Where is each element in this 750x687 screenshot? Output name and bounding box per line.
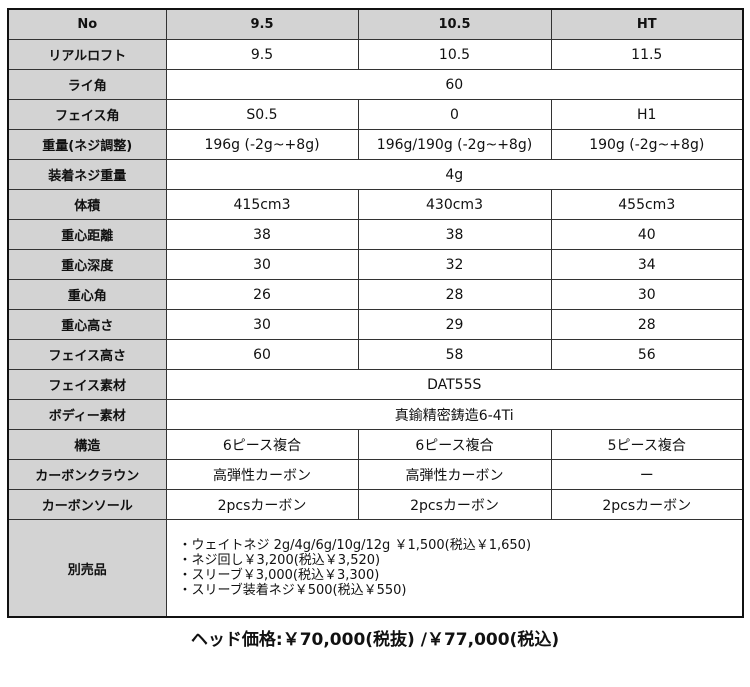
spec-value: 28 xyxy=(550,309,744,340)
spec-value: 60 xyxy=(165,339,359,370)
table-row: フェイス高さ 60 58 56 xyxy=(7,339,744,370)
accessory-item: ・ネジ回し￥3,200(税込￥3,520) xyxy=(178,553,381,568)
table-row: 構造 6ピース複合 6ピース複合 5ピース複合 xyxy=(7,429,744,460)
spec-value: 2pcsカーボン xyxy=(165,489,359,520)
table-row: リアルロフト 9.5 10.5 11.5 xyxy=(7,39,744,70)
spec-value: 60 xyxy=(165,69,744,100)
spec-value: 高弾性カーボン xyxy=(165,459,359,490)
spec-value: 真鍮精密鋳造6-4Ti xyxy=(165,399,744,430)
row-label: 別売品 xyxy=(7,519,167,618)
column-header: No xyxy=(7,8,167,40)
accessory-item: ・スリーブ装着ネジ￥500(税込￥550) xyxy=(178,583,407,598)
spec-value: 196g/190g (-2g~+8g) xyxy=(357,129,552,160)
spec-value: 29 xyxy=(357,309,552,340)
spec-value: 38 xyxy=(165,219,359,250)
row-label: 重心深度 xyxy=(7,249,167,280)
spec-value: 高弾性カーボン xyxy=(357,459,552,490)
spec-value: 6ピース複合 xyxy=(357,429,552,460)
spec-value: S0.5 xyxy=(165,99,359,130)
table-row: 重心角 26 28 30 xyxy=(7,279,744,310)
table-row: ライ角 60 xyxy=(7,69,744,100)
row-label: フェイス素材 xyxy=(7,369,167,400)
spec-value: 10.5 xyxy=(357,39,552,70)
row-label: 重心高さ xyxy=(7,309,167,340)
spec-value: 5ピース複合 xyxy=(550,429,744,460)
table-row: フェイス角 S0.5 0 H1 xyxy=(7,99,744,130)
spec-value: 26 xyxy=(165,279,359,310)
row-label: 重心角 xyxy=(7,279,167,310)
row-label: ボディー素材 xyxy=(7,399,167,430)
spec-value: ー xyxy=(550,459,744,490)
accessories-row: 別売品 ・ウェイトネジ 2g/4g/6g/10g/12g ￥1,500(税込￥1,… xyxy=(7,519,744,618)
spec-value: 58 xyxy=(357,339,552,370)
table-row: カーボンソール 2pcsカーボン 2pcsカーボン 2pcsカーボン xyxy=(7,489,744,520)
spec-value: 4g xyxy=(165,159,744,190)
accessory-item: ・スリーブ￥3,000(税込￥3,300) xyxy=(178,568,380,583)
table-row: ボディー素材 真鍮精密鋳造6-4Ti xyxy=(7,399,744,430)
accessory-item: ・ウェイトネジ 2g/4g/6g/10g/12g ￥1,500(税込￥1,650… xyxy=(178,538,532,553)
row-label: ライ角 xyxy=(7,69,167,100)
table-row: 重心深度 30 32 34 xyxy=(7,249,744,280)
spec-table: No 9.5 10.5 HT リアルロフト 9.5 10.5 11.5 ライ角 60 フェイス角 S0… xyxy=(7,8,744,618)
spec-value: 28 xyxy=(357,279,552,310)
spec-value: 9.5 xyxy=(165,39,359,70)
spec-value: 30 xyxy=(550,279,744,310)
row-label: 装着ネジ重量 xyxy=(7,159,167,190)
table-row: 体積 415cm3 430cm3 455cm3 xyxy=(7,189,744,220)
row-label: リアルロフト xyxy=(7,39,167,70)
spec-value: 455cm3 xyxy=(550,189,744,220)
row-label: 重量(ネジ調整) xyxy=(7,129,167,160)
spec-value: 32 xyxy=(357,249,552,280)
spec-value: 2pcsカーボン xyxy=(357,489,552,520)
spec-value: 11.5 xyxy=(550,39,744,70)
table-row: 重心距離 38 38 40 xyxy=(7,219,744,250)
table-row: フェイス素材 DAT55S xyxy=(7,369,744,400)
table-row: カーボンクラウン 高弾性カーボン 高弾性カーボンー xyxy=(7,459,744,490)
column-header: 10.5 xyxy=(357,8,552,40)
column-header: 9.5 xyxy=(165,8,359,40)
spec-value: 40 xyxy=(550,219,744,250)
spec-value: 0 xyxy=(357,99,552,130)
spec-value: 415cm3 xyxy=(165,189,359,220)
head-price: ヘッド価格:￥70,000(税抜) /￥77,000(税込) xyxy=(190,630,560,650)
spec-value: 430cm3 xyxy=(357,189,552,220)
row-label: 体積 xyxy=(7,189,167,220)
table-row: 重量(ネジ調整) 196g (-2g~+8g) 196g/190g (-2g~+8g… xyxy=(7,129,744,160)
spec-value: 56 xyxy=(550,339,744,370)
row-label: フェイス高さ xyxy=(7,339,167,370)
header-row: No 9.5 10.5 HT xyxy=(7,8,744,40)
column-header: HT xyxy=(550,8,744,40)
row-label: カーボンソール xyxy=(7,489,167,520)
table-row: 重心高さ 30 29 28 xyxy=(7,309,744,340)
spec-value: 30 xyxy=(165,309,359,340)
accessories-list: ・ウェイトネジ 2g/4g/6g/10g/12g ￥1,500(税込￥1,650… xyxy=(165,519,744,618)
row-label: フェイス角 xyxy=(7,99,167,130)
spec-value: H1 xyxy=(550,99,744,130)
spec-value: 190g (-2g~+8g) xyxy=(550,129,744,160)
table-row: 装着ネジ重量 4g xyxy=(7,159,744,190)
spec-value: 34 xyxy=(550,249,744,280)
row-label: カーボンクラウン xyxy=(7,459,167,490)
spec-value: 2pcsカーボン xyxy=(550,489,744,520)
spec-value: 196g (-2g~+8g) xyxy=(165,129,359,160)
spec-value: 6ピース複合 xyxy=(165,429,359,460)
spec-value: 38 xyxy=(357,219,552,250)
row-label: 構造 xyxy=(7,429,167,460)
spec-value: DAT55S xyxy=(165,369,744,400)
row-label: 重心距離 xyxy=(7,219,167,250)
spec-value: 30 xyxy=(165,249,359,280)
